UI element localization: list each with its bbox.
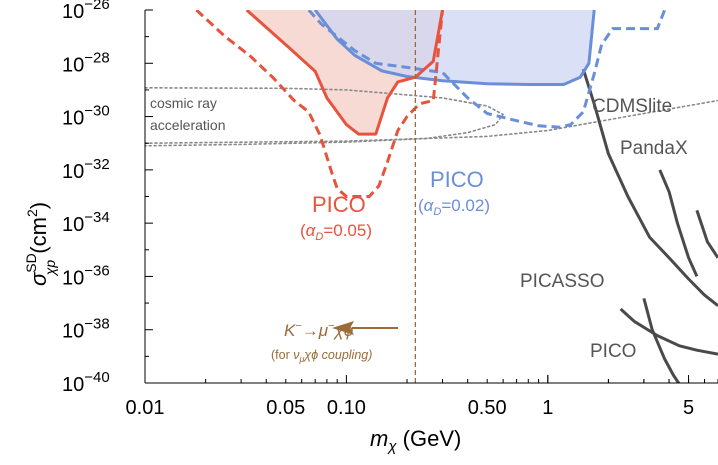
x-tick-label: 5 <box>683 397 694 419</box>
y-tick-label: 10−26 <box>62 0 110 23</box>
pico-blue-alpha: (αD=0.02) <box>418 196 490 218</box>
kaon-arrow <box>332 321 398 335</box>
pico-d-0-05-line-1 <box>195 10 444 198</box>
acceleration-label: acceleration <box>150 117 226 133</box>
x-tick-label: 0.01 <box>126 397 165 419</box>
x-axis-title: mχ (GeV) <box>370 426 461 455</box>
y-tick-label: 10−34 <box>62 209 110 236</box>
cosmic-ray-acceleration-line-4 <box>145 87 504 147</box>
x-tick-label: 0.50 <box>468 397 507 419</box>
cdmslite-line-6 <box>581 68 718 307</box>
y-tick-label: 10−38 <box>62 316 110 343</box>
pico-line-9 <box>642 298 681 383</box>
pico-d-0-05-line-0 <box>245 10 444 136</box>
x-tick-label: 0.10 <box>327 397 366 419</box>
picasso-line-8 <box>619 307 718 356</box>
y-tick-label: 10−32 <box>62 156 110 183</box>
pico-d-0-02-region-2 <box>315 10 595 85</box>
y-tick-label: 10−28 <box>62 49 110 76</box>
kaon-coupling-label: (for νμχϕ coupling) <box>271 348 372 364</box>
x-tick-label: 0.05 <box>266 397 305 419</box>
pico-d-0-02-line-2 <box>314 10 596 86</box>
pico-red-title: PICO <box>312 192 366 217</box>
x-tick-label: 1 <box>542 397 553 419</box>
y-axis-title: σSD χp (cm2) <box>23 202 58 286</box>
y-tick-label: 10−36 <box>62 262 110 289</box>
pandax-line-7 <box>658 169 699 278</box>
pico-blue-title: PICO <box>430 167 484 192</box>
pico-gray-label: PICO <box>590 341 636 362</box>
pico-d-0-02-line-3 <box>307 10 666 129</box>
cdmslite-line-5 <box>145 99 718 144</box>
pico-line-10 <box>695 209 718 259</box>
y-tick-label: 10−30 <box>62 103 110 130</box>
picasso-label: PICASSO <box>520 271 604 292</box>
cosmic-ray-label: cosmic ray <box>150 95 217 111</box>
cdmslite-label: CDMSlite <box>592 96 672 117</box>
y-tick-label: 10−40 <box>62 369 110 396</box>
pandax-label: PandaX <box>620 138 688 159</box>
pico-red-alpha: (αD=0.05) <box>300 221 372 243</box>
